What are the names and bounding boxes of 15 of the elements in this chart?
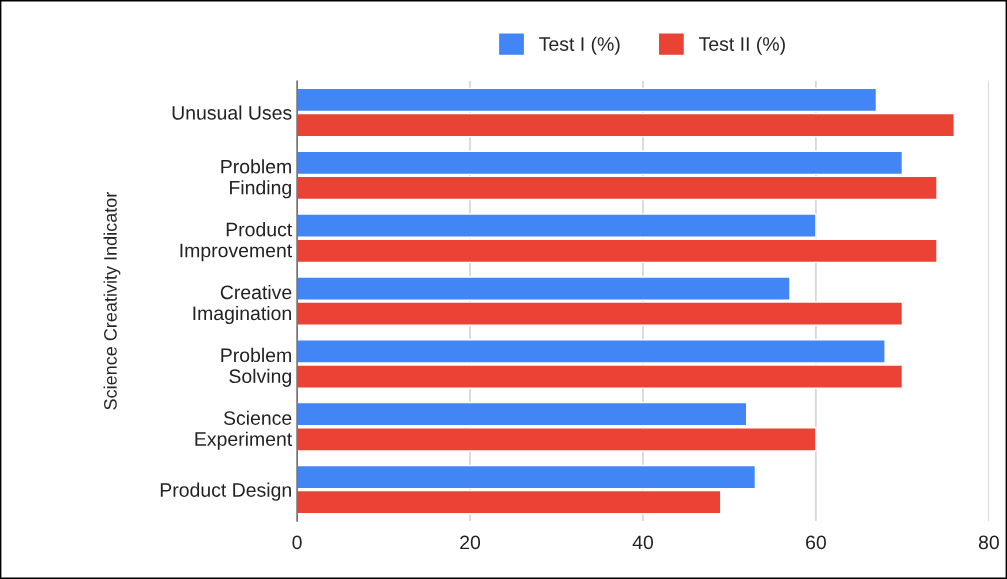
y-tick-label: Problem Finding bbox=[221, 159, 291, 199]
x-tick-label: 20 bbox=[460, 535, 481, 550]
y-tick-label: Creative Imagination bbox=[193, 284, 292, 325]
x-tick-label: 80 bbox=[978, 535, 999, 550]
x-tick-label: 40 bbox=[632, 535, 654, 550]
y-tick-label: Science Experiment bbox=[195, 410, 293, 450]
y-tick-label: Unusual Uses bbox=[172, 105, 292, 120]
y-tick-label: Product Design bbox=[160, 482, 291, 501]
legend-label: Test I (%) bbox=[539, 36, 620, 55]
y-tick-label: Product Improvement bbox=[180, 222, 293, 262]
x-tick-label: 0 bbox=[292, 535, 302, 550]
legend-label: Test II (%) bbox=[699, 36, 785, 55]
x-tick-label: 60 bbox=[806, 535, 826, 550]
y-axis-title: Science Creativity Indicator bbox=[103, 191, 121, 410]
y-tick-label: Problem Solving bbox=[221, 347, 291, 387]
